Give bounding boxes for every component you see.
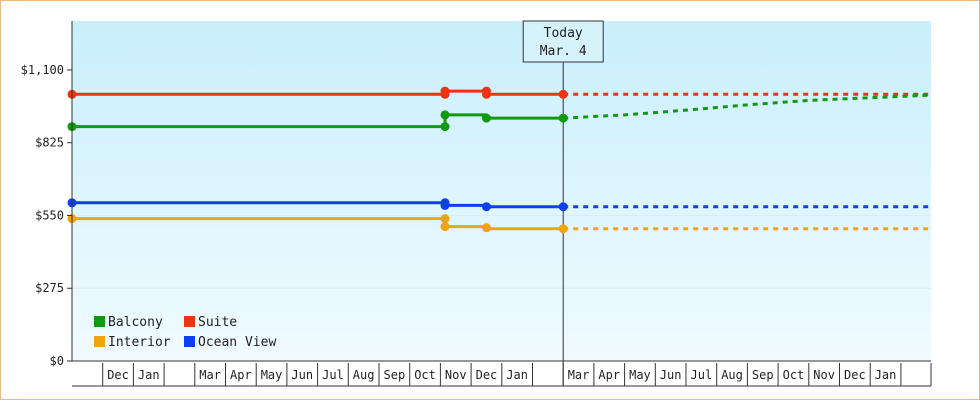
x-tick-label: Dec	[107, 368, 129, 382]
x-tick-label: Jan	[506, 368, 528, 382]
suite-point	[440, 86, 450, 96]
legend-swatch-balcony	[94, 316, 105, 327]
balcony-point	[440, 110, 450, 120]
balcony-history-line	[72, 113, 564, 129]
interior-history-line	[72, 217, 564, 231]
y-tick-label: $275	[35, 281, 64, 295]
legend-swatch-interior	[94, 336, 105, 347]
legend-label-suite: Suite	[198, 315, 237, 330]
y-tick-label: $0	[50, 354, 64, 368]
x-tick-label: Oct	[414, 368, 436, 382]
interior-point	[440, 214, 450, 224]
x-tick-label: Sep	[752, 368, 774, 382]
x-tick-label: May	[629, 368, 651, 382]
ocean-view-point	[558, 202, 568, 212]
interior-point	[440, 222, 450, 232]
x-tick-label: May	[261, 368, 283, 382]
x-tick-label: Aug	[721, 368, 743, 382]
x-tick-label: Jul	[322, 368, 344, 382]
suite-point	[558, 89, 568, 99]
today-box	[522, 20, 604, 63]
x-tick-label: Dec	[844, 368, 866, 382]
x-tick-label: Jan	[138, 368, 160, 382]
x-tick-label: Mar	[199, 368, 221, 382]
y-tick-label: $825	[35, 136, 64, 150]
x-tick-label: Jun	[291, 368, 313, 382]
ocean-view-point	[440, 200, 450, 210]
x-tick-label: Aug	[353, 368, 375, 382]
balcony-point	[481, 113, 491, 123]
x-tick-label: Apr	[230, 368, 252, 382]
balcony-point	[440, 122, 450, 132]
x-tick-label: Dec	[476, 368, 498, 382]
today-date: Mar. 4	[540, 44, 587, 59]
y-tick-label: $1,100	[21, 63, 64, 77]
x-tick-label: Sep	[384, 368, 406, 382]
x-tick-label: Mar	[568, 368, 590, 382]
y-tick-label: $550	[35, 208, 64, 222]
ocean-view-point	[481, 202, 491, 212]
interior-point	[481, 223, 491, 233]
x-tick-label: Oct	[783, 368, 805, 382]
series-layer	[67, 86, 932, 234]
x-tick-label: Jun	[660, 368, 682, 382]
balcony-point	[558, 113, 568, 123]
legend-swatch-suite	[184, 316, 195, 327]
plot-background	[72, 21, 931, 361]
legend-label-balcony: Balcony	[108, 315, 163, 330]
balcony-forecast-line	[563, 93, 932, 120]
x-tick-label: Jul	[691, 368, 713, 382]
legend-label-ocean-view: Ocean View	[198, 335, 276, 350]
suite-point	[481, 89, 491, 99]
axes: $0 $275 $550 $825 $1,100 Dec Jan Mar Apr May Jun Ju…	[21, 21, 932, 387]
interior-point	[558, 224, 568, 234]
x-tick-label: Apr	[598, 368, 620, 382]
y-gridlines	[72, 69, 931, 289]
legend-swatch-ocean-view	[184, 336, 195, 347]
legend-label-interior: Interior	[108, 335, 171, 350]
legend: Balcony Suite Interior Ocean View	[94, 315, 276, 350]
x-tick-label: Jan	[875, 368, 897, 382]
x-tick-label: Nov	[813, 368, 835, 382]
x-tick-label: Nov	[445, 368, 467, 382]
today-label: Today	[544, 26, 583, 41]
suite-history-line	[72, 89, 564, 96]
ocean-view-history-line	[72, 201, 564, 209]
today-marker: Today Mar. 4	[522, 20, 604, 386]
